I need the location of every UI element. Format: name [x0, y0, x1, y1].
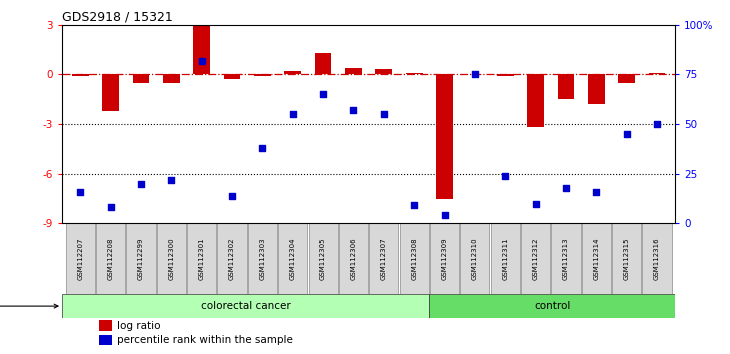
- Bar: [72, 74, 88, 76]
- Bar: [315, 53, 331, 74]
- Text: GSM112306: GSM112306: [350, 237, 356, 280]
- FancyBboxPatch shape: [66, 223, 95, 294]
- Bar: [285, 71, 301, 74]
- Text: GSM112309: GSM112309: [442, 237, 447, 280]
- FancyBboxPatch shape: [126, 223, 155, 294]
- FancyBboxPatch shape: [521, 223, 550, 294]
- Bar: [193, 25, 210, 74]
- Bar: [99, 335, 112, 346]
- Text: GSM112316: GSM112316: [654, 237, 660, 280]
- Text: GSM112300: GSM112300: [169, 237, 174, 280]
- FancyBboxPatch shape: [278, 223, 307, 294]
- Text: GSM112312: GSM112312: [533, 238, 539, 280]
- Point: [74, 189, 86, 194]
- Bar: [99, 320, 112, 331]
- Point: [620, 131, 632, 137]
- Point: [378, 111, 390, 117]
- Bar: [527, 74, 544, 127]
- Bar: [62, 294, 429, 318]
- Point: [560, 185, 572, 190]
- Bar: [345, 68, 362, 74]
- FancyBboxPatch shape: [461, 223, 490, 294]
- Bar: [254, 74, 271, 76]
- Bar: [588, 74, 604, 104]
- Text: GSM112308: GSM112308: [411, 237, 417, 280]
- Bar: [437, 74, 453, 199]
- Text: control: control: [534, 301, 570, 311]
- Bar: [375, 69, 392, 74]
- Point: [469, 72, 481, 77]
- Point: [166, 177, 177, 183]
- Text: GSM112307: GSM112307: [381, 237, 387, 280]
- FancyBboxPatch shape: [369, 223, 399, 294]
- Text: GSM112313: GSM112313: [563, 237, 569, 280]
- FancyBboxPatch shape: [309, 223, 338, 294]
- Text: GSM112302: GSM112302: [229, 238, 235, 280]
- Bar: [618, 74, 635, 83]
- FancyBboxPatch shape: [339, 223, 368, 294]
- Bar: [102, 74, 119, 111]
- Point: [408, 202, 420, 208]
- Point: [347, 107, 359, 113]
- FancyBboxPatch shape: [491, 223, 520, 294]
- FancyBboxPatch shape: [642, 223, 672, 294]
- Point: [591, 189, 602, 194]
- Bar: [406, 73, 423, 74]
- Text: GSM112299: GSM112299: [138, 238, 144, 280]
- FancyBboxPatch shape: [157, 223, 186, 294]
- Text: GSM112301: GSM112301: [199, 237, 204, 280]
- Point: [439, 213, 450, 218]
- Bar: [558, 74, 575, 99]
- FancyBboxPatch shape: [247, 223, 277, 294]
- Text: GSM112303: GSM112303: [259, 237, 266, 280]
- Point: [135, 181, 147, 187]
- Point: [105, 205, 117, 210]
- FancyBboxPatch shape: [612, 223, 641, 294]
- Bar: [429, 294, 675, 318]
- Text: GSM112310: GSM112310: [472, 237, 478, 280]
- Bar: [497, 74, 514, 76]
- Point: [256, 145, 268, 151]
- FancyBboxPatch shape: [218, 223, 247, 294]
- Text: GSM112304: GSM112304: [290, 238, 296, 280]
- Text: GSM112208: GSM112208: [107, 238, 114, 280]
- FancyBboxPatch shape: [399, 223, 429, 294]
- Text: GSM112315: GSM112315: [623, 238, 630, 280]
- FancyBboxPatch shape: [430, 223, 459, 294]
- Text: GSM112311: GSM112311: [502, 237, 508, 280]
- Text: percentile rank within the sample: percentile rank within the sample: [118, 335, 293, 345]
- Text: GSM112314: GSM112314: [593, 238, 599, 280]
- Bar: [133, 74, 150, 83]
- FancyBboxPatch shape: [187, 223, 216, 294]
- FancyBboxPatch shape: [582, 223, 611, 294]
- Bar: [163, 74, 180, 83]
- Text: GDS2918 / 15321: GDS2918 / 15321: [62, 11, 173, 24]
- Point: [499, 173, 511, 178]
- Text: colorectal cancer: colorectal cancer: [201, 301, 291, 311]
- Bar: [223, 74, 240, 79]
- Point: [287, 111, 299, 117]
- FancyBboxPatch shape: [96, 223, 125, 294]
- Point: [530, 201, 542, 206]
- FancyBboxPatch shape: [551, 223, 580, 294]
- Text: disease state: disease state: [0, 301, 58, 311]
- Point: [226, 193, 238, 198]
- Text: log ratio: log ratio: [118, 321, 161, 331]
- Point: [651, 121, 663, 127]
- Text: GSM112207: GSM112207: [77, 238, 83, 280]
- Bar: [649, 73, 665, 74]
- Point: [196, 58, 207, 63]
- Point: [318, 91, 329, 97]
- Text: GSM112305: GSM112305: [320, 238, 326, 280]
